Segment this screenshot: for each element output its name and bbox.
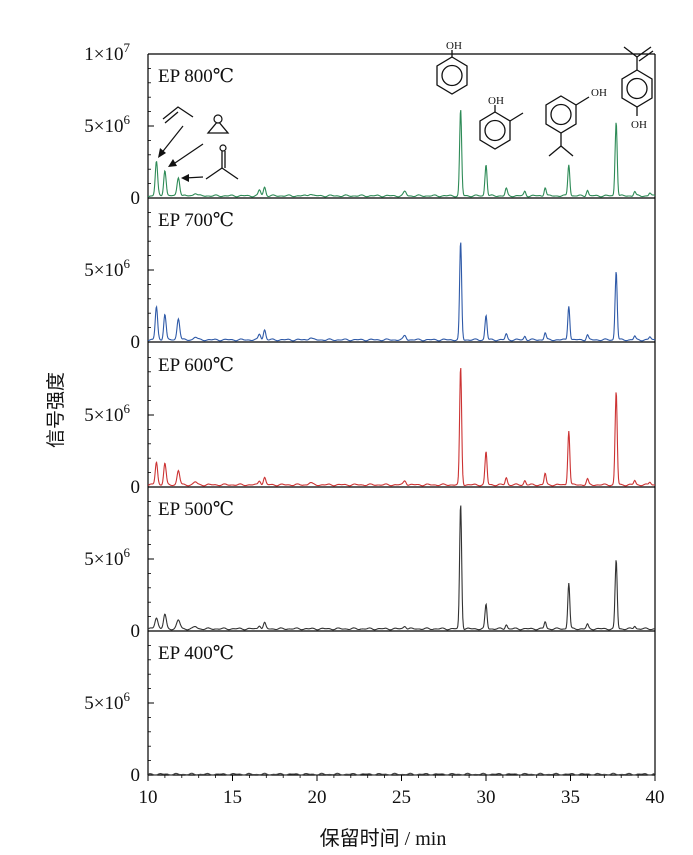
arrow-icon: [181, 174, 204, 182]
x-tick-label: 15: [223, 787, 242, 808]
axes-frame: [147, 53, 656, 775]
y-tick-label: 1×107: [84, 40, 130, 65]
panel-1: 0 5×106 EP 700℃: [84, 210, 656, 353]
panel-3: 0 5×106 EP 500℃: [84, 499, 655, 642]
y-axis-title: 信号强度: [45, 372, 67, 448]
y-tick-label: 0: [131, 477, 141, 498]
x-axis-title: 保留时间 / min: [320, 827, 447, 850]
svg-text:OH: OH: [591, 87, 607, 99]
x-tick-label: 35: [561, 787, 580, 808]
series-line: [147, 367, 656, 487]
x-tick-label: 30: [477, 787, 496, 808]
arrow-icon: [168, 143, 204, 167]
y-tick-label: 0: [131, 332, 141, 353]
svg-text:OH: OH: [488, 95, 504, 107]
arrow-icon: [158, 125, 184, 158]
x-tick-label: 10: [139, 787, 158, 808]
panels-layer: 0 5×106 1×107 EP 800℃ 0 5×106 EP 700℃ 0 5×106 EP …: [84, 40, 656, 786]
panel-0: 0 5×106 1×107 EP 800℃: [84, 40, 656, 209]
structure-isopropenylphenol-icon: OH: [621, 46, 654, 131]
svg-text:OH: OH: [631, 119, 647, 131]
panel-label: EP 600℃: [158, 355, 234, 376]
y-tick-label: 5×106: [84, 545, 130, 570]
series-line: [147, 242, 656, 342]
structure-acetone-icon: [205, 144, 239, 180]
y-tick-label: 5×106: [84, 256, 130, 281]
x-tick-label: 40: [646, 787, 665, 808]
y-tick-label: 5×106: [84, 401, 130, 426]
y-tick-label: 0: [131, 188, 141, 209]
structure-propene-icon: [162, 106, 194, 124]
series-line: [147, 772, 656, 776]
y-tick-label: 5×106: [84, 112, 130, 137]
y-tick-label: 0: [131, 765, 141, 786]
structure-phenol-icon: OH: [436, 40, 468, 95]
y-tick-label: 0: [131, 621, 141, 642]
x-axis: 10 15 20 25 30 35 40: [139, 775, 665, 808]
x-tick-label: 25: [392, 787, 411, 808]
panel-label: EP 400℃: [158, 643, 234, 664]
panel-label: EP 500℃: [158, 499, 234, 520]
structure-cresol-icon: OH: [479, 95, 524, 150]
series-line: [147, 505, 655, 631]
panel-4: 0 5×106 EP 400℃: [84, 643, 656, 786]
structure-isopropylphenol-icon: OH: [545, 87, 607, 157]
series-line: [147, 110, 656, 198]
x-tick-label: 20: [308, 787, 327, 808]
svg-text:OH: OH: [446, 40, 462, 52]
panel-2: 0 5×106 EP 600℃: [84, 355, 656, 498]
y-tick-label: 5×106: [84, 689, 130, 714]
structure-propylene-oxide-icon: [206, 114, 230, 134]
panel-label: EP 800℃: [158, 66, 234, 87]
panel-label: EP 700℃: [158, 210, 234, 231]
